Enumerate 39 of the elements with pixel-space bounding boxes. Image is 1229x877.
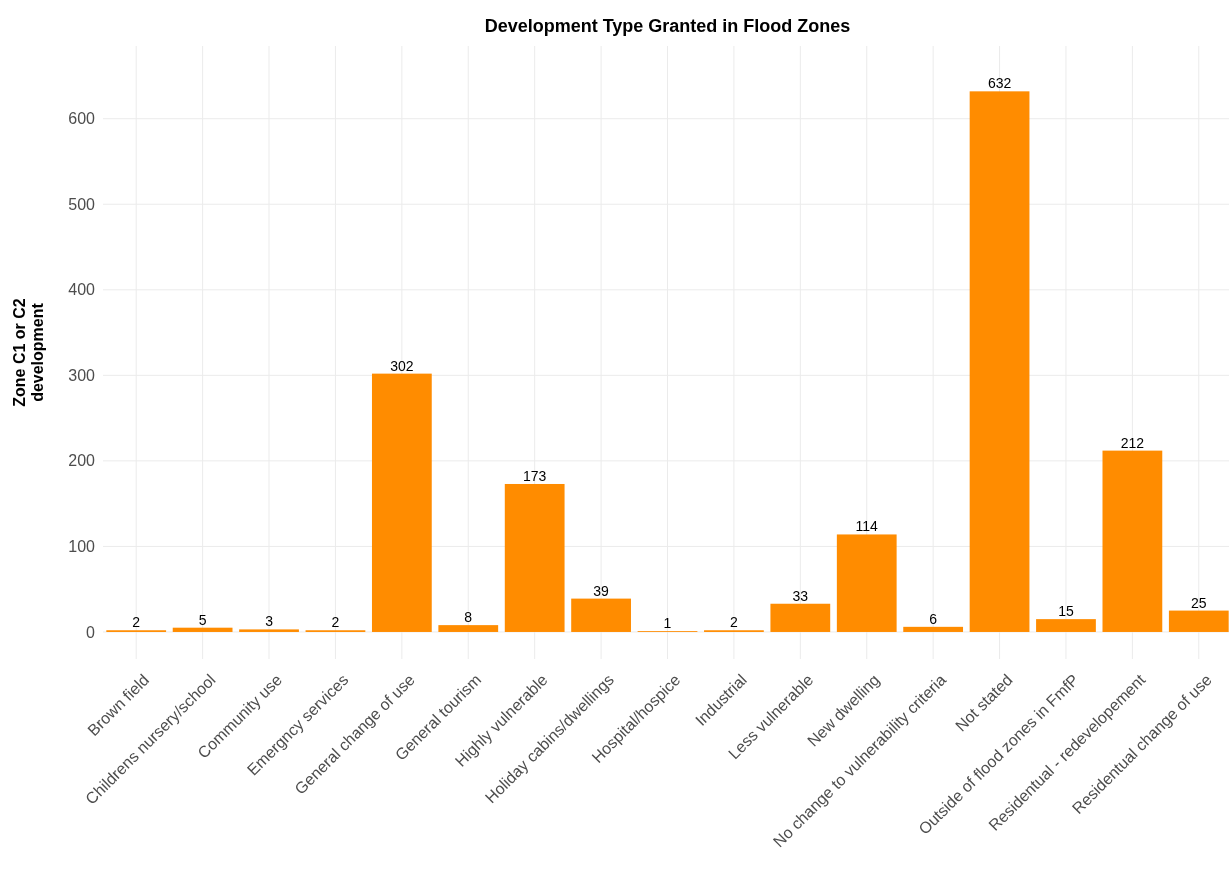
- bar: [770, 603, 831, 632]
- data-label: 3: [265, 613, 274, 630]
- y-tick-label: 200: [68, 452, 96, 470]
- data-label: 25: [1191, 594, 1207, 611]
- data-label: 2: [132, 614, 141, 631]
- bar: [371, 373, 432, 632]
- bar: [504, 483, 565, 632]
- data-label: 39: [593, 582, 610, 599]
- bar: [903, 626, 964, 632]
- y-tick-label: 400: [68, 281, 96, 299]
- y-axis-title: Zone C1 or C2 development: [11, 298, 46, 407]
- y-tick-label: 600: [68, 110, 96, 128]
- data-label: 173: [523, 467, 547, 484]
- bar: [969, 91, 1030, 632]
- data-label: 2: [331, 614, 340, 631]
- bar: [1168, 610, 1229, 632]
- bar: [1036, 619, 1096, 632]
- y-tick-label: 100: [68, 538, 96, 556]
- bar: [836, 534, 897, 632]
- data-label: 632: [987, 75, 1012, 92]
- bar: [571, 598, 631, 632]
- chart-title: Development Type Granted in Flood Zones: [484, 16, 851, 36]
- bar: [1102, 450, 1163, 632]
- data-label: 8: [464, 609, 473, 626]
- data-label: 33: [792, 587, 809, 604]
- data-label: 5: [198, 611, 207, 628]
- y-tick-label: 0: [86, 623, 96, 641]
- y-tick-label: 300: [68, 366, 96, 384]
- data-label: 114: [855, 518, 879, 535]
- bar: [239, 629, 299, 632]
- data-label: 15: [1058, 603, 1074, 620]
- data-label: 1: [663, 615, 672, 632]
- y-tick-label: 500: [68, 195, 96, 213]
- data-label: 212: [1120, 434, 1145, 451]
- bar: [172, 627, 233, 632]
- data-label: 6: [929, 610, 938, 627]
- data-label: 2: [730, 614, 739, 631]
- bar: [438, 625, 499, 632]
- data-label: 302: [390, 357, 414, 374]
